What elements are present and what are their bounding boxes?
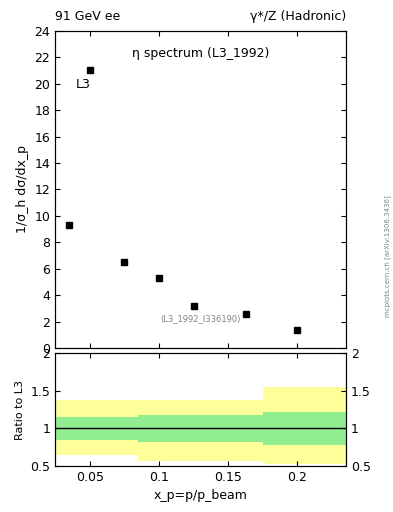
Y-axis label: 1/σ_h dσ/dx_p: 1/σ_h dσ/dx_p <box>16 145 29 233</box>
Text: η spectrum (L3_1992): η spectrum (L3_1992) <box>132 47 269 59</box>
Text: (L3_1992_I336190): (L3_1992_I336190) <box>160 314 241 323</box>
Y-axis label: Ratio to L3: Ratio to L3 <box>15 379 25 440</box>
Text: γ*/Z (Hadronic): γ*/Z (Hadronic) <box>250 10 346 23</box>
Text: mcplots.cern.ch [arXiv:1306.3436]: mcplots.cern.ch [arXiv:1306.3436] <box>384 195 391 317</box>
Text: 91 GeV ee: 91 GeV ee <box>55 10 120 23</box>
Text: L3: L3 <box>75 78 90 91</box>
X-axis label: x_p=p/p_beam: x_p=p/p_beam <box>154 489 247 502</box>
